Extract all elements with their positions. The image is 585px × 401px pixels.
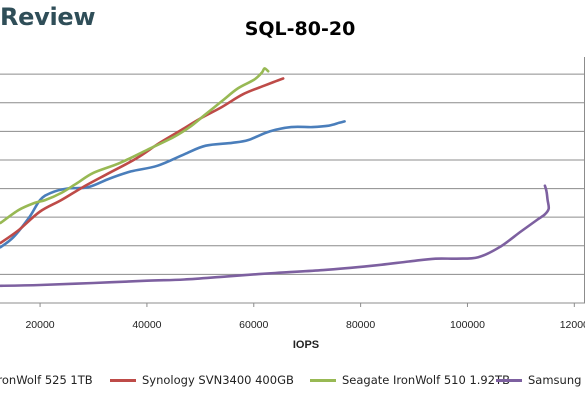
x-tick-label: 60000 — [239, 319, 268, 331]
series-line-2 — [0, 67, 270, 225]
legend-label: Samsung D — [528, 373, 585, 387]
x-tick-label: 40000 — [132, 319, 161, 331]
x-axis-label: IOPS — [293, 339, 319, 351]
x-tick-label: 100000 — [450, 319, 485, 331]
legend-item-synology-svn3400: Synology SVN3400 400GB — [110, 373, 294, 387]
legend-item-seagate-ironwolf-510: Seagate IronWolf 510 1.92TB — [310, 373, 510, 387]
legend-swatch — [310, 378, 336, 382]
chart-title: SQL-80-20 — [244, 18, 356, 40]
series-line-0 — [0, 120, 346, 249]
legend-item-ironwolf-525: IronWolf 525 1TB — [0, 373, 93, 387]
x-tick-label: 80000 — [346, 319, 375, 331]
series-line-1 — [0, 77, 285, 245]
plot-area — [0, 57, 585, 304]
legend-swatch — [110, 378, 136, 382]
series-lines — [0, 67, 551, 288]
chart-legend: IronWolf 525 1TB Synology SVN3400 400GB … — [0, 373, 585, 389]
brand-logo-text: Review — [0, 3, 96, 31]
legend-item-samsung: Samsung D — [496, 373, 585, 387]
series-line-3 — [0, 184, 551, 288]
x-axis-ticks: 20000 40000 60000 80000 100000 12000 — [25, 303, 585, 331]
legend-label: Seagate IronWolf 510 1.92TB — [342, 373, 510, 387]
legend-swatch — [496, 378, 522, 382]
gridlines — [0, 73, 585, 275]
x-tick-label: 20000 — [25, 319, 54, 331]
x-tick-label: 12000 — [560, 319, 585, 331]
legend-label: IronWolf 525 1TB — [0, 373, 93, 387]
legend-label: Synology SVN3400 400GB — [142, 373, 294, 387]
